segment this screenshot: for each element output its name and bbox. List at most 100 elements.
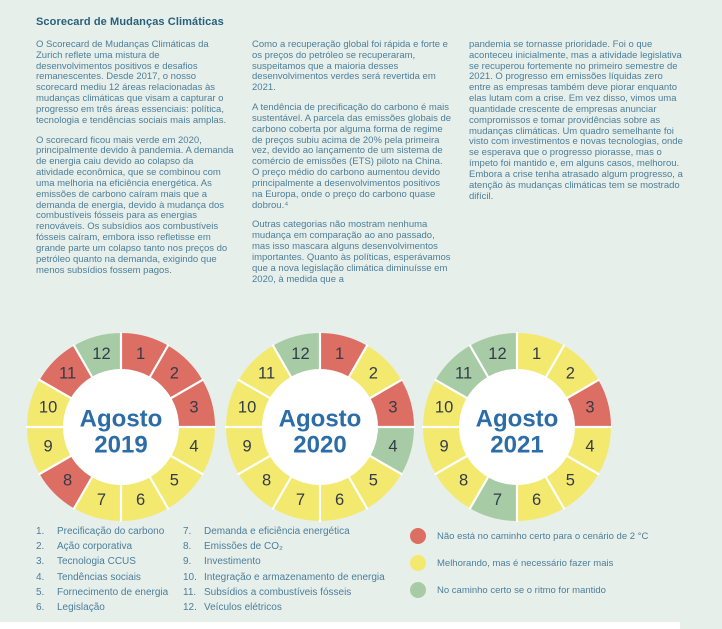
segment-11-green [435,345,489,399]
segment-10-yellow [27,380,72,427]
category-number: 3. [36,556,45,568]
segment-number: 4 [189,438,198,456]
segment-divider [168,453,204,476]
segment-1-red [121,333,168,378]
segment-1-red [320,333,367,378]
status-dot-red [410,528,426,544]
segment-number: 11 [455,365,472,383]
page-bottom-edge [0,622,680,629]
segment-9-yellow [226,427,271,474]
segment-9-yellow [423,427,468,474]
donut-chart-agosto-2021: 1 2 3 4 5 6 7 8 9 10 11 12 Agosto 2021 [421,331,613,523]
status-legend-row: Não está no caminho certo para o cenário… [410,528,648,544]
segment-number: 5 [170,471,179,489]
segment-number: 12 [291,345,309,363]
category-legend-item: 11. Subsídios a combustíveis fósseis [183,585,405,600]
category-label: Demanda e eficiência energética [204,526,350,537]
category-number: 5. [36,586,45,598]
category-label: Subsídios a combustíveis fósseis [204,586,352,598]
category-label: Tendências sociais [57,571,141,583]
segment-number: 6 [335,491,344,509]
paragraph: Como a recuperação global foi rápida e f… [252,39,448,94]
category-legend-item: 5. Fornecimento de energia [36,585,182,600]
segment-number: 12 [92,345,110,363]
segment-number: 1 [136,345,145,363]
segment-4-green [369,427,414,474]
category-number: 11. [183,586,197,598]
segment-number: 4 [585,438,594,456]
category-number: 9. [183,556,192,568]
paragraph: O Scorecard de Mudanças Climáticas da Zu… [36,39,227,126]
segment-divider [434,378,470,401]
category-label: Precificação do carbono [57,526,165,537]
category-label: Legislação [57,602,105,614]
paragraph: pandemia se tornasse prioridade. Foi o q… [469,39,683,202]
status-legend-row: No caminho certo se o ritmo for mantido [410,582,648,598]
category-legend-item: 10. Integração e armazenamento de energia [183,570,405,585]
category-legend-item: 12. Veículos elétricos [183,600,405,615]
category-label: Investimento [204,556,261,568]
segment-3-red [369,380,414,427]
segment-4-yellow [566,427,611,474]
segment-8-yellow [435,455,489,509]
segment-divider [168,378,204,401]
segment-number: 7 [493,491,502,509]
category-label: Veículos elétricos [204,602,282,614]
segment-divider [367,378,403,401]
segment-2-yellow [348,345,402,399]
category-legend-item: 8. Emissões de CO₂ [183,539,405,554]
segment-12-green [470,333,517,378]
category-label: Emissões de CO₂ [204,541,283,553]
segment-3-red [566,380,611,427]
segment-divider [72,344,95,380]
segment-12-green [273,333,320,378]
category-legend-item: 6. Legislação [36,600,182,615]
segment-number: 2 [566,365,575,383]
status-label: No caminho certo se o ritmo for mantido [437,584,606,596]
segment-6-yellow [517,476,564,521]
segment-number: 5 [369,471,378,489]
segment-divider [543,344,566,380]
status-legend-row: Melhorando, mas é necessário fazer mais [410,555,648,571]
text-column-2: Como a recuperação global foi rápida e f… [252,39,452,294]
category-legend-column-1: 1. Precificação do carbono 2. Ação corporat… [36,524,182,615]
category-number: 12. [183,602,197,614]
status-dot-green [410,582,426,598]
segment-divider [147,344,170,380]
category-legend-item: 3. Tecnologia CCUS [36,554,182,569]
category-label: Tecnologia CCUS [57,556,136,568]
category-number: 10. [183,571,197,583]
category-legend-item: 1. Precificação do carbono [36,524,182,539]
category-number: 8. [183,541,192,553]
segment-divider [72,474,95,510]
text-column-1: O Scorecard de Mudanças Climáticas da Zu… [36,39,234,285]
segment-number: 5 [566,471,575,489]
segment-11-red [39,345,93,399]
segment-number: 6 [532,491,541,509]
status-label: Melhorando, mas é necessário fazer mais [437,557,614,569]
segment-number: 8 [459,471,468,489]
segment-divider [38,453,74,476]
segment-divider [543,474,566,510]
segment-10-yellow [423,380,468,427]
category-label: Ação corporativa [57,541,133,553]
donut-chart-agosto-2020: 1 2 3 4 5 6 7 8 9 10 11 12 Agosto 2020 [224,331,416,523]
segment-divider [147,474,170,510]
segment-12-green [74,333,121,378]
segment-number: 7 [97,491,106,509]
segment-number: 1 [335,345,344,363]
category-number: 4. [36,571,45,583]
category-number: 6. [36,602,45,614]
segment-divider [271,474,294,510]
segment-divider [468,344,491,380]
segment-number: 9 [242,438,251,456]
segment-8-red [39,455,93,509]
segment-7-yellow [273,476,320,521]
segment-number: 9 [43,438,52,456]
donut-center [262,369,378,485]
segment-6-yellow [121,476,168,521]
chart-center-label-month: Agosto [476,406,559,433]
category-label: Integração e armazenamento de energia [204,571,385,583]
chart-center-label-year: 2020 [293,432,346,459]
